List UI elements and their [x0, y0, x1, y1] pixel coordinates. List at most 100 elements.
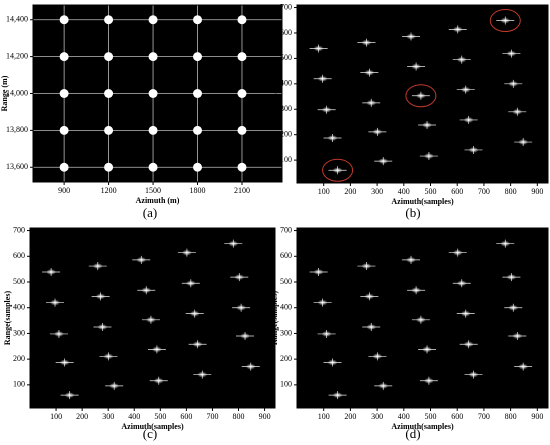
x-axis-title: Azimuth (m) — [136, 196, 180, 205]
x-tick-label: 400 — [398, 412, 410, 421]
x-tick-label: 500 — [425, 412, 437, 421]
point-target — [360, 292, 379, 301]
point-target — [514, 362, 533, 371]
point-target — [496, 239, 515, 248]
x-tick-label: 500 — [154, 412, 166, 421]
panel-caption: (b) — [405, 205, 420, 220]
point-target — [91, 292, 110, 301]
point-label: P8 — [162, 122, 172, 131]
x-tick-label: 1500 — [145, 186, 161, 195]
point-target — [407, 62, 426, 71]
point-target — [193, 52, 203, 62]
x-tick-label: 1200 — [101, 186, 117, 195]
point-target — [411, 91, 430, 100]
y-tick-label: 400 — [13, 303, 25, 312]
x-tick-label: 300 — [371, 187, 383, 196]
x-tick-label: 600 — [180, 412, 192, 421]
point-label: P1 — [73, 159, 83, 168]
point-target — [55, 358, 74, 367]
x-tick-label: 900 — [259, 412, 271, 421]
point-target — [448, 248, 467, 257]
y-axis-title: Range(samples) — [270, 67, 279, 122]
point-label: P24 — [204, 12, 218, 21]
point-target — [148, 125, 158, 135]
point-target — [185, 309, 204, 318]
point-target — [419, 152, 438, 161]
point-target — [464, 145, 483, 154]
x-tick-label: 500 — [425, 187, 437, 196]
point-target — [328, 166, 347, 175]
x-tick-label: 300 — [371, 412, 383, 421]
x-tick-label: 700 — [478, 412, 490, 421]
y-axis-title: Range(samples) — [3, 291, 12, 346]
point-target — [328, 391, 347, 400]
point-target — [362, 323, 381, 331]
point-target — [496, 16, 515, 25]
x-tick-label: 700 — [478, 187, 490, 196]
point-target — [237, 89, 247, 98]
point-target — [177, 248, 196, 257]
point-target — [104, 162, 114, 172]
y-tick-label: 14,200 — [6, 51, 28, 60]
point-target — [452, 279, 471, 288]
panel-caption: (c) — [143, 426, 157, 441]
point-label: P15 — [249, 85, 263, 94]
point-target — [148, 89, 158, 98]
point-label: P7 — [117, 122, 128, 131]
highlight-ring — [489, 9, 521, 33]
point-target — [456, 309, 475, 318]
point-target — [402, 32, 421, 41]
x-tick-label: 100 — [318, 187, 330, 196]
point-label: P19 — [204, 48, 218, 57]
point-target — [99, 352, 118, 361]
point-target — [357, 38, 376, 47]
point-label: P13 — [438, 91, 452, 100]
x-tick-label: 100 — [50, 412, 62, 421]
point-label: P9 — [206, 122, 216, 131]
y-tick-label: 400 — [280, 303, 292, 312]
plot-frame — [29, 227, 276, 409]
x-axis-title: Azimuth(samples) — [391, 422, 454, 431]
point-target — [237, 15, 247, 25]
point-target — [241, 362, 260, 371]
point-target — [193, 370, 212, 379]
point-target — [193, 89, 203, 98]
point-target — [59, 52, 69, 62]
point-target — [104, 52, 114, 62]
x-tick-label: 600 — [451, 412, 463, 421]
y-tick-label: 500 — [13, 277, 25, 286]
point-target — [93, 323, 112, 331]
x-tick-label: 300 — [102, 412, 114, 421]
point-target — [104, 15, 114, 25]
x-tick-label: 800 — [505, 187, 517, 196]
y-tick-label: 700 — [13, 225, 25, 234]
panel-caption: (d) — [405, 426, 420, 441]
y-tick-label: 700 — [280, 225, 292, 234]
point-target — [104, 125, 114, 135]
x-axis-title: Azimuth(samples) — [121, 422, 184, 431]
point-target — [193, 162, 203, 172]
point-target — [459, 340, 478, 349]
point-target — [193, 15, 203, 25]
y-tick-label: 500 — [280, 53, 292, 62]
y-tick-label: 700 — [280, 2, 292, 11]
point-target — [508, 107, 527, 116]
point-target — [362, 98, 381, 107]
x-tick-label: 900 — [58, 186, 70, 195]
point-target — [508, 332, 527, 340]
point-target — [317, 105, 336, 114]
y-tick-label: 300 — [280, 104, 292, 113]
point-target — [313, 74, 332, 83]
point-label: P20 — [249, 48, 263, 57]
point-target — [237, 162, 247, 172]
point-target — [141, 315, 160, 324]
point-label: P5 — [251, 159, 261, 168]
y-tick-label: 500 — [280, 277, 292, 286]
x-tick-label: 200 — [76, 412, 88, 421]
x-tick-label: 900 — [531, 187, 543, 196]
point-target — [368, 127, 387, 136]
point-target — [105, 381, 124, 390]
point-target — [317, 329, 336, 338]
point-label: P2 — [117, 159, 127, 168]
point-target — [230, 273, 249, 282]
